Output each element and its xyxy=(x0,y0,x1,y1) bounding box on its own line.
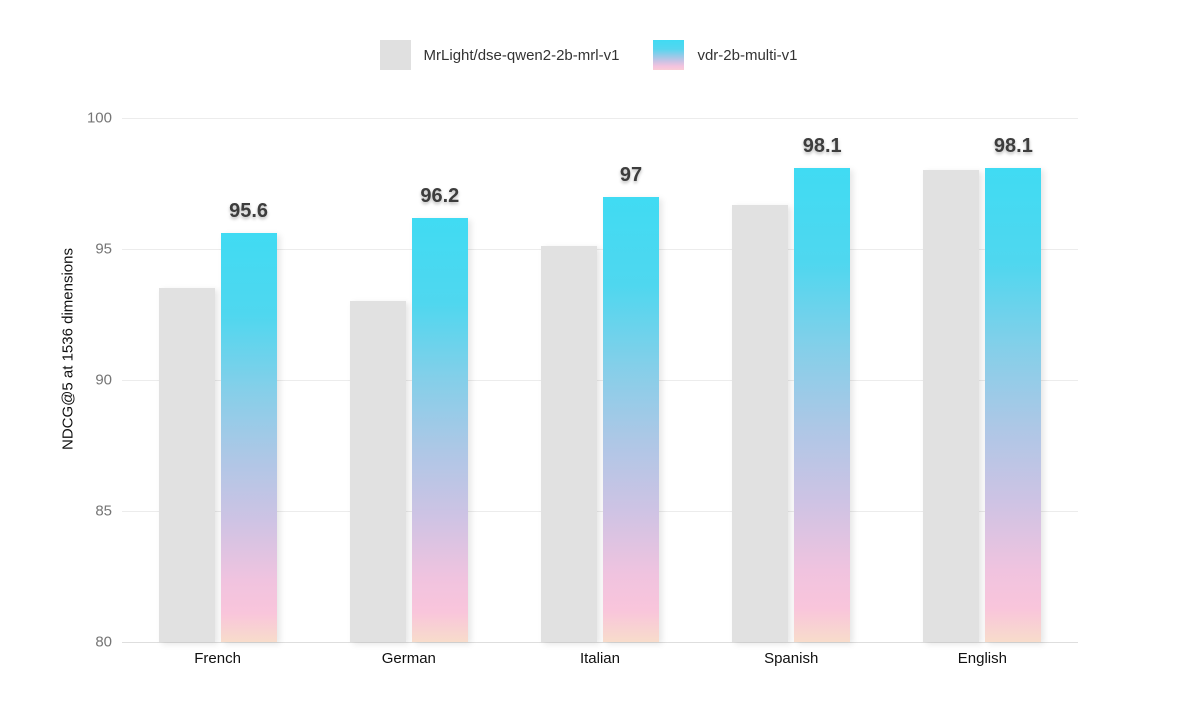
legend-label-dse-qwen2: MrLight/dse-qwen2-2b-mrl-v1 xyxy=(423,46,620,64)
x-category-label-italian: Italian xyxy=(579,650,620,667)
y-tick-label-85: 85 xyxy=(95,502,112,520)
bar-dse-qwen2-english xyxy=(923,170,980,642)
y-axis-title: NDCG@5 at 1536 dimensions xyxy=(59,248,77,450)
value-label-english: 98.1 xyxy=(993,134,1033,157)
bar-dse-qwen2-german xyxy=(349,301,406,642)
x-category-label-french: French xyxy=(194,650,241,667)
gridline-85 xyxy=(122,511,1078,512)
y-tick-label-90: 90 xyxy=(95,371,112,389)
legend-item-vdr-2b-multi[interactable]: vdr-2b-multi-v1 xyxy=(653,40,797,70)
x-category-label-german: German xyxy=(381,650,436,667)
bar-dse-qwen2-spanish xyxy=(732,204,789,642)
value-label-french: 95.6 xyxy=(229,200,269,223)
legend-item-dse-qwen2[interactable]: MrLight/dse-qwen2-2b-mrl-v1 xyxy=(379,40,620,70)
legend-label-vdr-2b-multi: vdr-2b-multi-v1 xyxy=(697,46,798,64)
y-tick-label-95: 95 xyxy=(95,240,112,258)
bar-vdr-2b-multi-italian xyxy=(603,196,659,642)
y-tick-label-100: 100 xyxy=(86,109,112,127)
chart-legend: MrLight/dse-qwen2-2b-mrl-v1 vdr-2b-multi… xyxy=(0,40,1177,70)
gridline-95 xyxy=(122,249,1078,250)
value-label-german: 96.2 xyxy=(420,184,460,207)
x-category-label-spanish: Spanish xyxy=(764,650,819,667)
gridline-90 xyxy=(122,380,1078,381)
bar-vdr-2b-multi-spanish xyxy=(794,167,851,642)
bar-vdr-2b-multi-french xyxy=(220,233,277,642)
bar-dse-qwen2-french xyxy=(158,288,215,642)
y-tick-label-80: 80 xyxy=(95,633,112,651)
legend-swatch-gradient xyxy=(653,40,685,70)
x-category-label-english: English xyxy=(957,650,1007,667)
legend-swatch-gray xyxy=(379,40,411,70)
bar-dse-qwen2-italian xyxy=(541,246,597,642)
gridline-80 xyxy=(122,642,1078,643)
bar-vdr-2b-multi-english xyxy=(985,167,1042,642)
value-label-spanish: 98.1 xyxy=(802,134,842,157)
bar-vdr-2b-multi-german xyxy=(411,217,468,642)
gridline-100 xyxy=(122,118,1078,119)
plot-area: 100 95 90 85 80 95.6 French 96.2 German 97 Italian… xyxy=(87,110,1078,667)
value-label-italian: 97 xyxy=(619,163,643,186)
